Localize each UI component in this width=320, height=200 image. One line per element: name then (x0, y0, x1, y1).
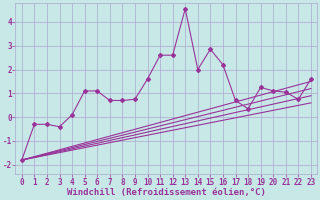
X-axis label: Windchill (Refroidissement éolien,°C): Windchill (Refroidissement éolien,°C) (67, 188, 266, 197)
